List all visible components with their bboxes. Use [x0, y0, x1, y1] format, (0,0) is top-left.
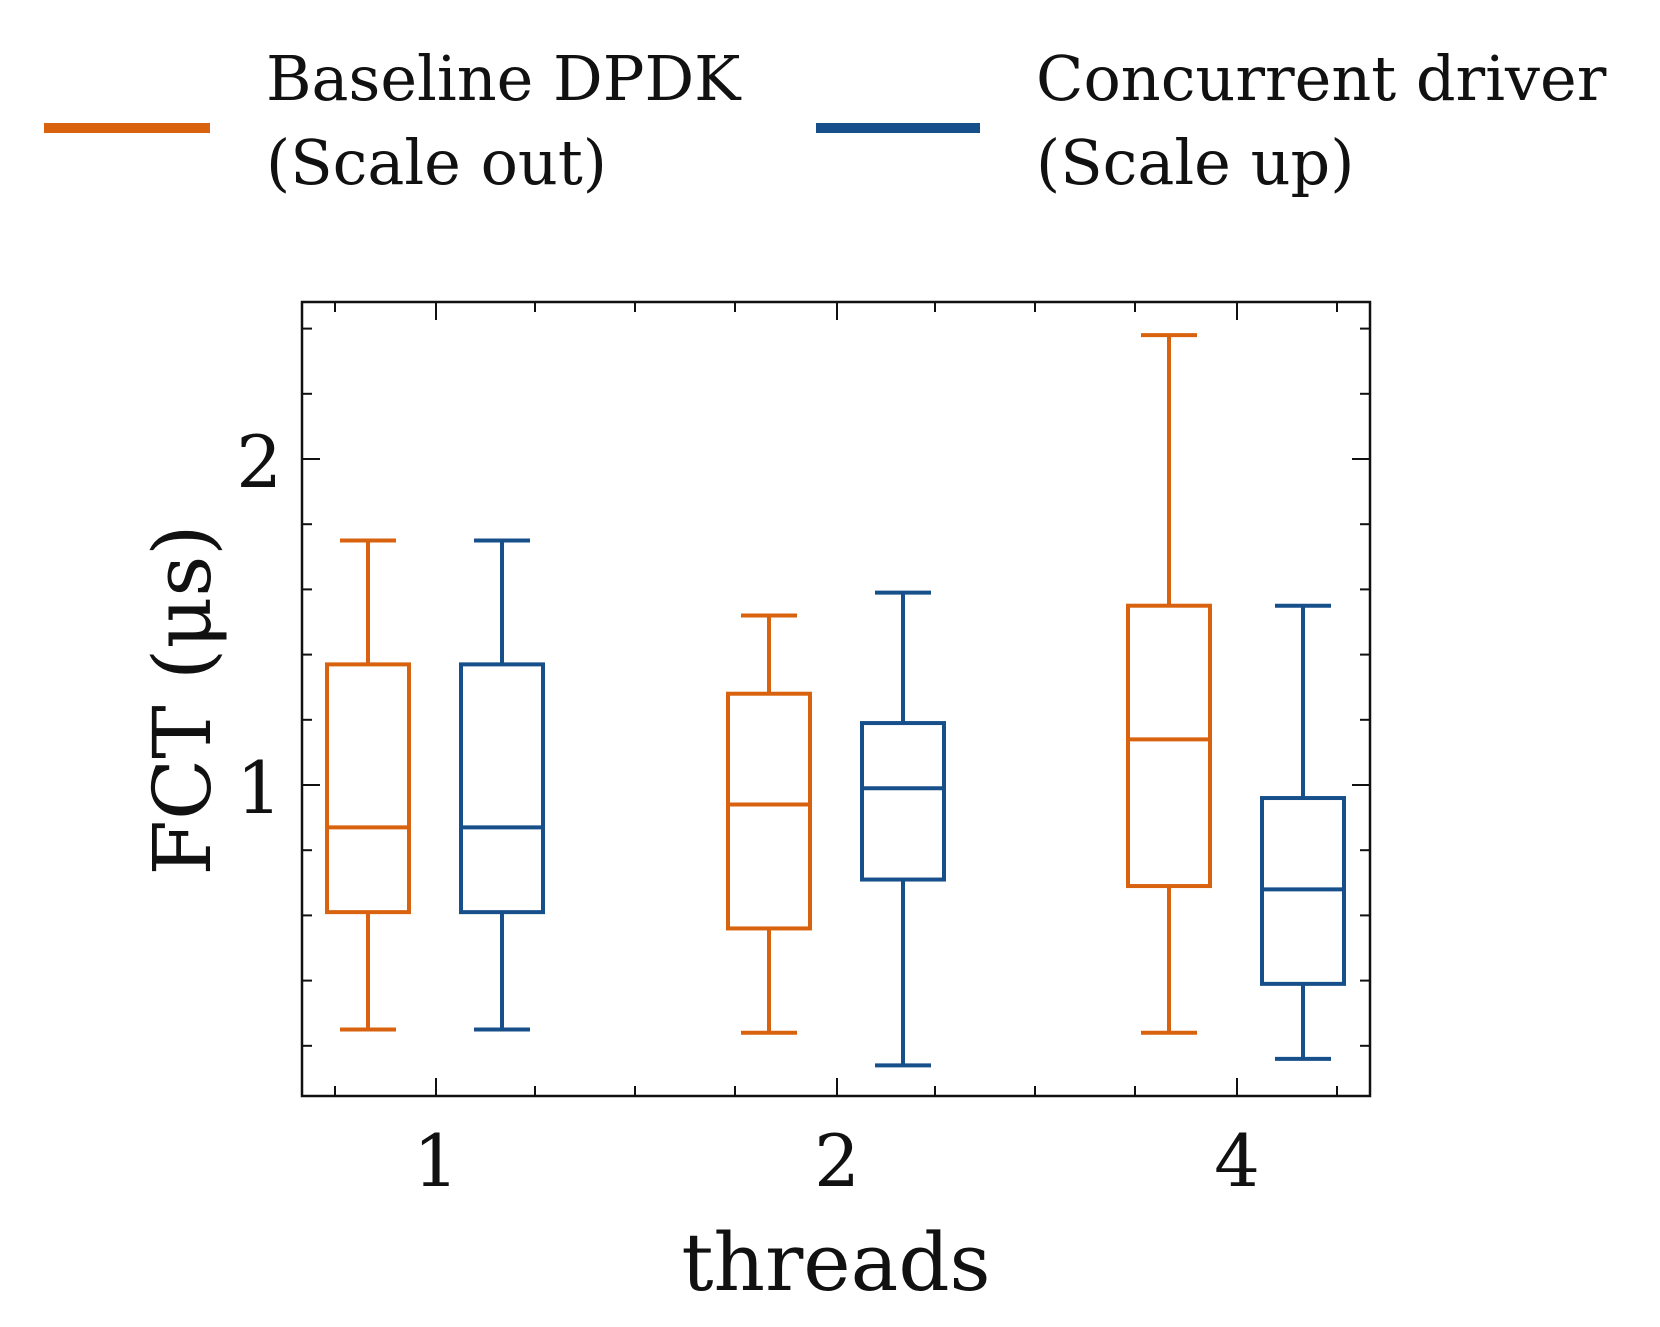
x-tick-label-1: 1: [413, 1119, 459, 1203]
box-0-1: [325, 538, 411, 1032]
box-1-2: [860, 590, 946, 1068]
box-0-2: [726, 613, 812, 1035]
legend-sublabel-baseline: (Scale out): [266, 126, 607, 199]
y-tick-label-1: 1: [236, 746, 282, 830]
box-series: [325, 333, 1346, 1068]
box-body: [459, 662, 545, 915]
x-tick-label-4: 4: [1214, 1119, 1260, 1203]
x-axis-label: threads: [681, 1216, 990, 1309]
plot-frame: [300, 300, 1372, 1098]
box-body: [726, 691, 812, 931]
box-1-4: [1260, 603, 1346, 1061]
box-body: [1126, 603, 1212, 889]
axis-ticks: [302, 302, 1370, 1096]
y-tick-label-2: 2: [236, 420, 282, 504]
box-body: [860, 721, 946, 882]
box-0-4: [1126, 333, 1212, 1035]
legend-label-baseline: Baseline DPDK: [266, 42, 742, 115]
y-axis-label: FCT (μs): [136, 525, 229, 876]
box-1-1: [459, 538, 545, 1032]
legend-entry-baseline: Baseline DPDK (Scale out): [44, 42, 742, 199]
legend: Baseline DPDK (Scale out) Concurrent dri…: [44, 42, 1607, 199]
legend-sublabel-concurrent: (Scale up): [1036, 126, 1354, 199]
legend-entry-concurrent: Concurrent driver (Scale up): [816, 42, 1607, 199]
box-body: [325, 662, 411, 915]
x-tick-label-2: 2: [814, 1119, 860, 1203]
legend-label-concurrent: Concurrent driver: [1036, 42, 1607, 115]
